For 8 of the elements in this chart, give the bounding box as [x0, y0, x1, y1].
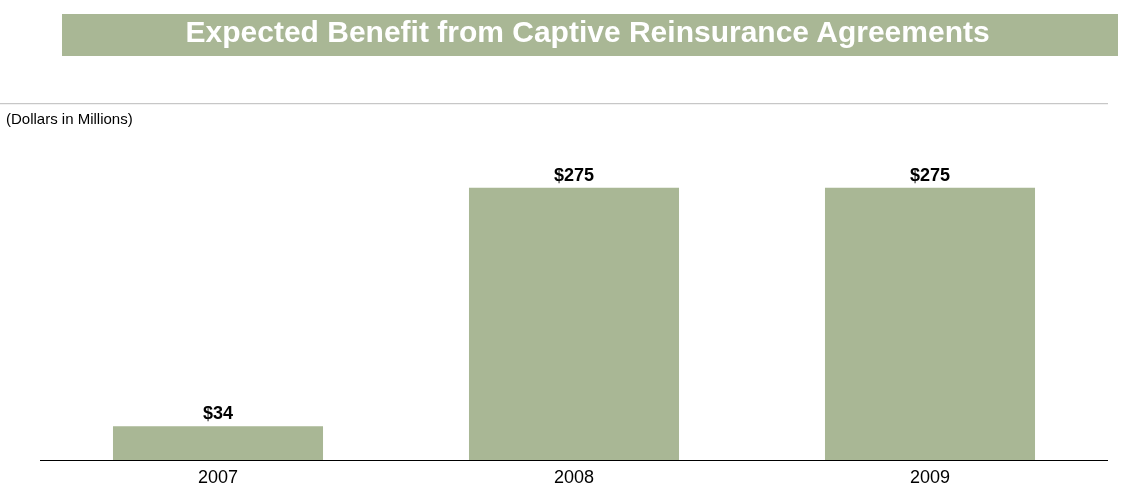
- chart-title: Expected Benefit from Captive Reinsurance Agreements: [185, 14, 990, 48]
- chart-subtitle: (Dollars in Millions): [6, 110, 133, 127]
- x-tick-label: 2008: [553, 466, 595, 487]
- x-tick-label: 2007: [197, 466, 239, 487]
- data-label: $34: [202, 403, 234, 424]
- x-tick-label: 2009: [909, 466, 951, 487]
- data-label: $275: [553, 164, 595, 185]
- data-label: $275: [909, 164, 951, 185]
